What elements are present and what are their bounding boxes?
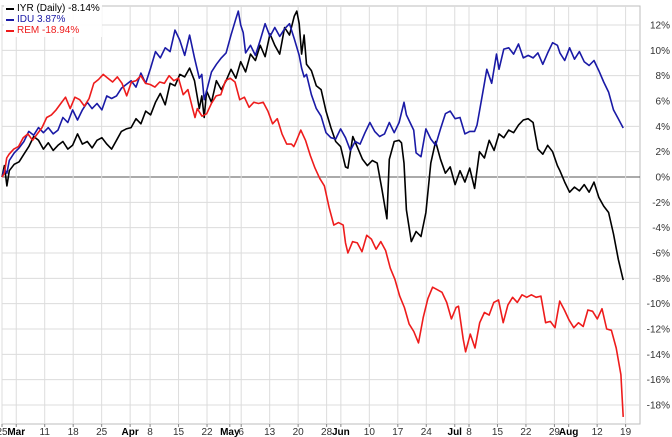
x-tick-label: 15 bbox=[173, 427, 185, 437]
x-tick-label: 25 bbox=[0, 427, 8, 437]
y-tick-label: 2% bbox=[656, 147, 671, 158]
y-tick-label: 6% bbox=[656, 97, 671, 108]
x-tick-label: 22 bbox=[520, 427, 532, 437]
y-tick-label: 8% bbox=[656, 71, 671, 82]
x-tick-label: 8 bbox=[466, 427, 472, 437]
x-tick-label: Apr bbox=[122, 427, 139, 437]
y-tick-label: 12% bbox=[650, 21, 670, 32]
y-tick-label: -16% bbox=[647, 375, 670, 386]
series-line-0 bbox=[1, 10, 624, 281]
y-tick-label: -12% bbox=[647, 325, 670, 336]
y-tick-label: 0% bbox=[656, 173, 671, 184]
x-tick-label: 8 bbox=[147, 427, 153, 437]
x-tick-label: 11 bbox=[40, 427, 51, 437]
x-tick-label: 24 bbox=[421, 427, 433, 437]
y-tick-label: 4% bbox=[656, 122, 671, 133]
x-tick-label: Jun bbox=[332, 427, 350, 437]
series-layer bbox=[1, 10, 624, 417]
y-tick-label: -2% bbox=[652, 198, 670, 209]
x-tick-label: 12 bbox=[592, 427, 604, 437]
legend-swatch bbox=[6, 29, 14, 32]
x-tick-label: Jul bbox=[448, 427, 463, 437]
x-tick-label: 20 bbox=[293, 427, 305, 437]
x-tick-label: May bbox=[220, 427, 240, 437]
x-tick-label: 10 bbox=[364, 427, 376, 437]
grid bbox=[1, 5, 641, 425]
y-tick-label: -14% bbox=[647, 350, 670, 361]
axes: 12% 10% 8% 6% 4% 2% 0% -2% -4% -6% -8% -10% -12% -14%… bbox=[0, 21, 670, 437]
x-tick-label: 6 bbox=[238, 427, 244, 437]
y-tick-label: -10% bbox=[647, 299, 670, 310]
x-tick-label: 28 bbox=[321, 427, 333, 437]
series-line-2 bbox=[1, 73, 624, 417]
plot-frame bbox=[1, 5, 641, 425]
y-tick-label: -6% bbox=[652, 249, 670, 260]
series-line-1 bbox=[1, 10, 624, 178]
legend-item: IDU 3.87% bbox=[6, 14, 100, 25]
x-tick-label: 19 bbox=[620, 427, 632, 437]
x-tick-label: 15 bbox=[492, 427, 504, 437]
x-tick-label: 22 bbox=[201, 427, 213, 437]
x-tick-label: Aug bbox=[559, 427, 578, 437]
x-tick-label: 29 bbox=[549, 427, 561, 437]
y-tick-label: -18% bbox=[647, 401, 670, 412]
legend-swatch bbox=[6, 18, 14, 21]
x-tick-label: 18 bbox=[68, 427, 80, 437]
legend-label: IYR (Daily) -8.14% bbox=[17, 3, 100, 14]
x-tick-label: Mar bbox=[7, 427, 25, 437]
legend-item: IYR (Daily) -8.14% bbox=[6, 3, 100, 14]
legend-item: REM -18.94% bbox=[6, 25, 100, 36]
y-tick-label: -4% bbox=[652, 223, 670, 234]
x-tick-label: 25 bbox=[96, 427, 108, 437]
y-tick-label: -8% bbox=[652, 274, 670, 285]
legend: IYR (Daily) -8.14% IDU 3.87% REM -18.94% bbox=[4, 2, 102, 37]
y-tick-label: 10% bbox=[650, 46, 670, 57]
x-tick-label: 17 bbox=[392, 427, 404, 437]
legend-label: IDU 3.87% bbox=[17, 14, 66, 25]
legend-swatch bbox=[6, 7, 14, 10]
legend-label: REM -18.94% bbox=[17, 25, 80, 36]
x-tick-label: 13 bbox=[264, 427, 276, 437]
